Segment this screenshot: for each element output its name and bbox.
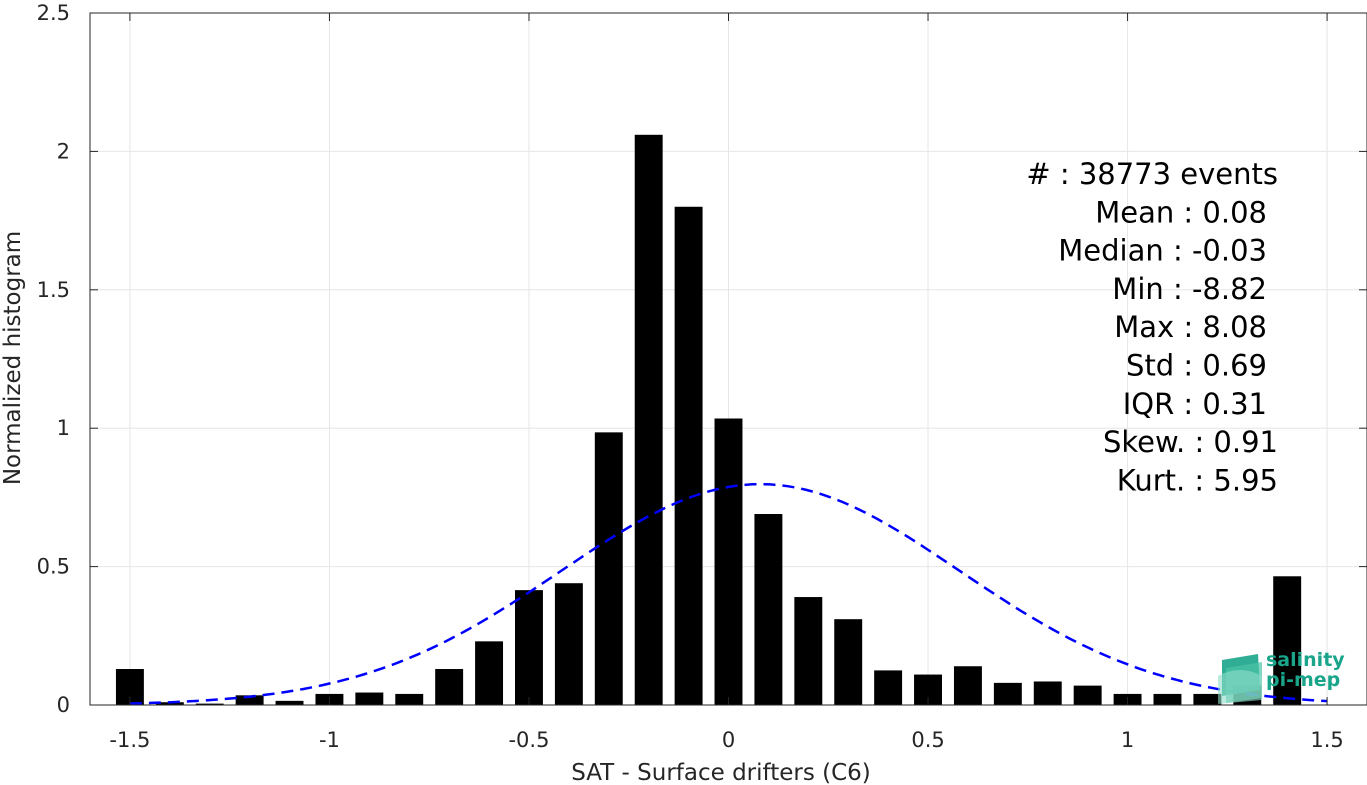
- wave-icon: [1218, 654, 1262, 704]
- logo-text-salinity: salinity: [1266, 649, 1345, 671]
- stats-annotation: # : 38773 events Mean : 0.08 Median : -0.0…: [1026, 157, 1278, 497]
- bar-9: [475, 641, 504, 705]
- bar-8: [435, 669, 464, 705]
- stat-line-3: Min : -8.82: [1112, 272, 1267, 306]
- x-axis-label: SAT - Surface drifters (C6): [571, 760, 871, 785]
- bar-15: [714, 418, 743, 705]
- bar-2: [195, 703, 224, 705]
- gaussian-fit-curve: [129, 482, 1328, 705]
- bar-23: [1033, 681, 1062, 705]
- bar-10: [515, 590, 543, 705]
- bar-18: [834, 619, 863, 705]
- x-tick-label-1: -1: [319, 728, 340, 752]
- bar-29: [1273, 576, 1302, 705]
- y-tick-label-0: 0: [57, 693, 70, 717]
- bar-16: [754, 514, 783, 705]
- bar-17: [794, 597, 823, 705]
- bar-3: [235, 695, 264, 705]
- stat-line-5: Std : 0.69: [1126, 349, 1267, 383]
- y-tick-label-1: 0.5: [37, 555, 70, 579]
- x-tick-label-2: -0.5: [508, 728, 549, 752]
- histogram-bars: [115, 134, 1302, 706]
- stat-line-8: Kurt. : 5.95: [1117, 463, 1278, 497]
- bar-19: [874, 670, 903, 705]
- bar-1: [155, 702, 184, 705]
- bar-11: [554, 583, 583, 705]
- y-tick-label-5: 2.5: [37, 1, 70, 25]
- bar-12: [594, 432, 623, 705]
- y-tick-label-2: 1: [57, 416, 70, 440]
- y-tick-label-3: 1.5: [37, 278, 70, 302]
- bar-14: [674, 206, 703, 705]
- stat-line-7: Skew. : 0.91: [1103, 425, 1278, 459]
- y-axis-ticks: 0 0.5 1 1.5 2 2.5: [37, 1, 1367, 717]
- bar-26: [1153, 693, 1182, 705]
- y-axis-label: Normalized histogram: [0, 231, 26, 485]
- x-axis-ticks: -1.5 -1 -0.5 0 0.5 1 1.5: [109, 13, 1344, 752]
- x-tick-label-4: 0.5: [911, 728, 944, 752]
- bar-4: [275, 700, 304, 705]
- stat-line-2: Median : -0.03: [1058, 234, 1267, 268]
- bar-6: [355, 692, 384, 705]
- stat-line-0: # : 38773 events: [1026, 157, 1278, 191]
- salinity-pimep-logo: salinity pi-mep: [1218, 649, 1345, 704]
- y-tick-label-4: 2: [57, 139, 70, 163]
- x-tick-label-5: 1: [1121, 728, 1134, 752]
- bar-24: [1073, 685, 1102, 705]
- logo-text-pimep: pi-mep: [1266, 669, 1340, 691]
- bar-21: [953, 666, 982, 705]
- bar-27: [1193, 693, 1222, 705]
- x-tick-label-0: -1.5: [109, 728, 150, 752]
- stat-line-1: Mean : 0.08: [1095, 195, 1267, 229]
- bar-7: [395, 693, 424, 705]
- x-tick-label-6: 1.5: [1310, 728, 1343, 752]
- bar-22: [993, 682, 1022, 705]
- stat-line-6: IQR : 0.31: [1123, 387, 1267, 421]
- stat-line-4: Max : 8.08: [1114, 310, 1267, 344]
- x-tick-label-3: 0: [722, 728, 735, 752]
- bar-13: [634, 134, 663, 706]
